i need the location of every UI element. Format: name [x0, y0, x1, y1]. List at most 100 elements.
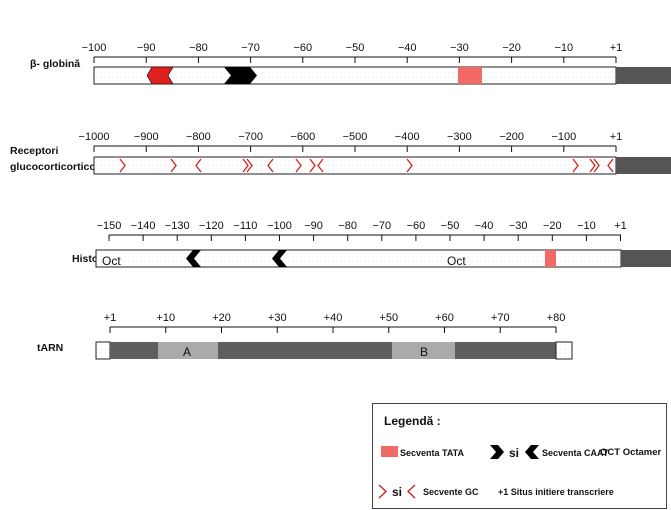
caat-box-marker — [224, 67, 257, 84]
axis-trna: +1 +10 +20 +30 +40 +50 +60 +70 +80 — [104, 312, 566, 333]
box-a-label: A — [183, 345, 191, 359]
legend-gc-label: Secvente GC — [423, 487, 479, 497]
gc-box-marker — [607, 158, 614, 173]
legend: Legendă : Secventa TATA si Secventa CAAT… — [372, 403, 667, 509]
box-b-label: B — [420, 345, 428, 359]
axis-tick-label: −100 — [82, 42, 107, 54]
axis-tick-label: −300 — [447, 131, 472, 143]
box-b — [392, 342, 455, 359]
axis-tick-label: −100 — [267, 220, 292, 232]
tata-box-marker — [458, 67, 482, 84]
axis-tick-label: −500 — [343, 131, 368, 143]
promoter-bar-glucocorticoid — [93, 156, 617, 175]
row-label-beta-globin: β- globină — [30, 58, 80, 70]
promoter-bar-beta-globin — [93, 66, 617, 85]
gc-box-marker — [246, 158, 253, 173]
axis-tick-label: −20 — [502, 42, 521, 54]
legend-caat-label: Secventa CAAT — [542, 448, 609, 458]
axis-tick-label: −50 — [346, 42, 365, 54]
axis-tick-label: −80 — [338, 220, 357, 232]
axis-tick-label: +50 — [379, 312, 398, 324]
caat-box-marker — [186, 250, 201, 267]
axis-tick-label: −80 — [189, 42, 208, 54]
axis-beta-globin: −100 −90 −80 −70 −60 −50 −40 −30 −20 −10 +1 — [82, 42, 623, 63]
tata-swatch — [381, 446, 398, 457]
axis-tick-label: +20 — [212, 312, 231, 324]
axis-tick-label: −900 — [134, 131, 159, 143]
axis-tick-label: −140 — [131, 220, 156, 232]
axis-tick-label: +80 — [547, 312, 566, 324]
axis-tick-label: −1000 — [79, 131, 110, 143]
legend-oct-label: OCT Octamer — [600, 447, 662, 458]
row-label-glucocorticoid: Receptori glucocorticorticoizi — [10, 145, 107, 173]
axis-histone-h2b: −150 −140 −130 −120 −110 −100 −90 −80 −70 −60 −50 −… — [97, 220, 627, 241]
axis-tick-label: −90 — [304, 220, 323, 232]
legend-and-label: si — [509, 446, 520, 460]
gc-right-icon — [378, 484, 387, 499]
legend-title: Legendă : — [384, 414, 441, 428]
axis-tick-label: +1 — [104, 312, 117, 324]
gc-box-marker — [309, 158, 316, 173]
axis-tick-label: +10 — [156, 312, 175, 324]
gc-box-marker — [170, 158, 177, 173]
axis-tick-label: −110 — [233, 220, 257, 232]
row-trna: tARN +1 +10 +20 +30 +40 +50 +60 +70 +80 A B — [37, 312, 573, 360]
gene-body-beta-globin — [616, 67, 671, 84]
gc-box-marker — [119, 158, 126, 173]
downstream-bar-trna — [555, 341, 573, 360]
axis-tick-label: −40 — [475, 220, 494, 232]
axis-tick-label: −10 — [554, 42, 573, 54]
row-histone-h2b: Histona H2b −150−140−130−120−110−100−90−… — [72, 220, 671, 268]
row-glucocorticoid: Receptori glucocorticorticoizi −1000 −900… — [10, 131, 671, 175]
caat-box-marker — [272, 250, 287, 267]
caat-right-icon — [490, 445, 504, 459]
axis-tick-label: −100 — [551, 131, 576, 143]
axis-tick-label: −200 — [499, 131, 524, 143]
row-label-trna: tARN — [37, 342, 63, 354]
tata-box-marker — [545, 250, 556, 267]
gene-body-histone-h2b — [621, 250, 671, 267]
gc-box-marker — [572, 158, 579, 173]
axis-tick-label: −130 — [165, 220, 190, 232]
legend-start-label: +1 Situs initiere transcriere — [498, 487, 614, 497]
axis-tick-label: −60 — [293, 42, 312, 54]
axis-tick-label: −400 — [395, 131, 420, 143]
caat-left-icon — [525, 445, 539, 459]
axis-tick-label: −70 — [241, 42, 260, 54]
axis-tick-label: −30 — [450, 42, 469, 54]
gc-box-marker — [195, 158, 202, 173]
box-a — [158, 342, 218, 359]
gc-box-marker — [267, 158, 274, 173]
legend-tata-label: Secventa TATA — [400, 448, 465, 458]
gc-box-markers — [119, 158, 614, 173]
axis-tick-label: −800 — [186, 131, 211, 143]
axis-tick-label: −40 — [398, 42, 417, 54]
octamer-label: Oct — [102, 254, 121, 268]
gc-box-marker — [593, 158, 600, 173]
gc-left-icon — [407, 484, 416, 499]
axis-tick-label: −50 — [441, 220, 460, 232]
axis-tick-label: −60 — [407, 220, 426, 232]
axis-tick-label: −90 — [137, 42, 156, 54]
promoter-bar-histone-h2b — [95, 249, 622, 268]
gc-box-marker — [406, 158, 413, 173]
axis-tick-label: −10 — [577, 220, 596, 232]
gene-body-glucocorticoid — [616, 157, 671, 174]
octamer-label: Oct — [447, 254, 466, 268]
axis-tick-label: +30 — [268, 312, 287, 324]
gc-box-marker — [317, 158, 324, 173]
gc-box-marker — [589, 158, 596, 173]
axis-tick-label: −120 — [199, 220, 224, 232]
gc-box-marker — [295, 158, 302, 173]
upstream-bar-trna — [95, 341, 111, 360]
gc-box-marker — [146, 66, 174, 85]
axis-tick-label: +40 — [324, 312, 343, 324]
axis-tick-label: −30 — [509, 220, 528, 232]
axis-tick-label: +1 — [610, 42, 623, 54]
axis-tick-label: −70 — [372, 220, 391, 232]
gc-box-marker — [242, 158, 249, 173]
legend-and-label: si — [392, 485, 403, 499]
row-beta-globin: β- globină −100 −90 −80 −70 −60 −50 −40 −30 −20−… — [30, 42, 671, 85]
axis-tick-label: −600 — [290, 131, 315, 143]
